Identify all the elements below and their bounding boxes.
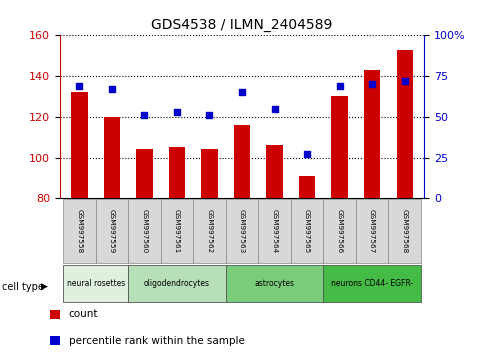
Bar <box>323 264 421 302</box>
Text: ▶: ▶ <box>41 282 48 291</box>
Text: neural rosettes: neural rosettes <box>66 279 125 288</box>
Text: cell type: cell type <box>2 282 44 292</box>
Text: GSM997563: GSM997563 <box>239 209 245 253</box>
Text: GSM997562: GSM997562 <box>207 209 213 253</box>
Bar <box>323 199 356 263</box>
Bar <box>161 199 193 263</box>
Text: GSM997565: GSM997565 <box>304 209 310 253</box>
Point <box>401 78 409 84</box>
Bar <box>226 199 258 263</box>
Point <box>368 81 376 87</box>
Text: GSM997566: GSM997566 <box>337 209 343 253</box>
Bar <box>104 117 120 198</box>
Point <box>336 83 344 89</box>
Title: GDS4538 / ILMN_2404589: GDS4538 / ILMN_2404589 <box>151 18 333 32</box>
Point <box>173 109 181 115</box>
Text: GSM997567: GSM997567 <box>369 209 375 253</box>
Bar <box>128 199 161 263</box>
Bar <box>193 199 226 263</box>
Bar <box>169 147 185 198</box>
Point <box>108 86 116 92</box>
Bar <box>291 199 323 263</box>
Bar <box>397 50 413 198</box>
Text: percentile rank within the sample: percentile rank within the sample <box>69 336 245 346</box>
Text: GSM997568: GSM997568 <box>402 209 408 253</box>
Bar <box>388 199 421 263</box>
Bar <box>202 149 218 198</box>
Bar <box>234 125 250 198</box>
Bar <box>258 199 291 263</box>
Bar <box>364 70 380 198</box>
Bar <box>331 96 348 198</box>
Bar <box>96 199 128 263</box>
Text: oligodendrocytes: oligodendrocytes <box>144 279 210 288</box>
Bar <box>136 149 153 198</box>
Text: GSM997560: GSM997560 <box>141 209 147 253</box>
Text: count: count <box>69 309 98 319</box>
Point <box>238 90 246 95</box>
Bar <box>128 264 226 302</box>
Text: GSM997561: GSM997561 <box>174 209 180 253</box>
Point <box>75 83 83 89</box>
Text: GSM997564: GSM997564 <box>271 209 277 253</box>
Bar <box>226 264 323 302</box>
Point <box>303 152 311 157</box>
Text: GSM997559: GSM997559 <box>109 209 115 253</box>
Point <box>270 106 278 112</box>
Bar <box>266 145 282 198</box>
Point <box>140 112 148 118</box>
Text: astrocytes: astrocytes <box>254 279 294 288</box>
Point <box>206 112 214 118</box>
Bar <box>71 92 87 198</box>
Bar <box>63 199 96 263</box>
Bar <box>356 199 388 263</box>
Bar <box>63 264 128 302</box>
Text: neurons CD44- EGFR-: neurons CD44- EGFR- <box>331 279 413 288</box>
Bar <box>299 176 315 198</box>
Text: GSM997558: GSM997558 <box>76 209 82 253</box>
